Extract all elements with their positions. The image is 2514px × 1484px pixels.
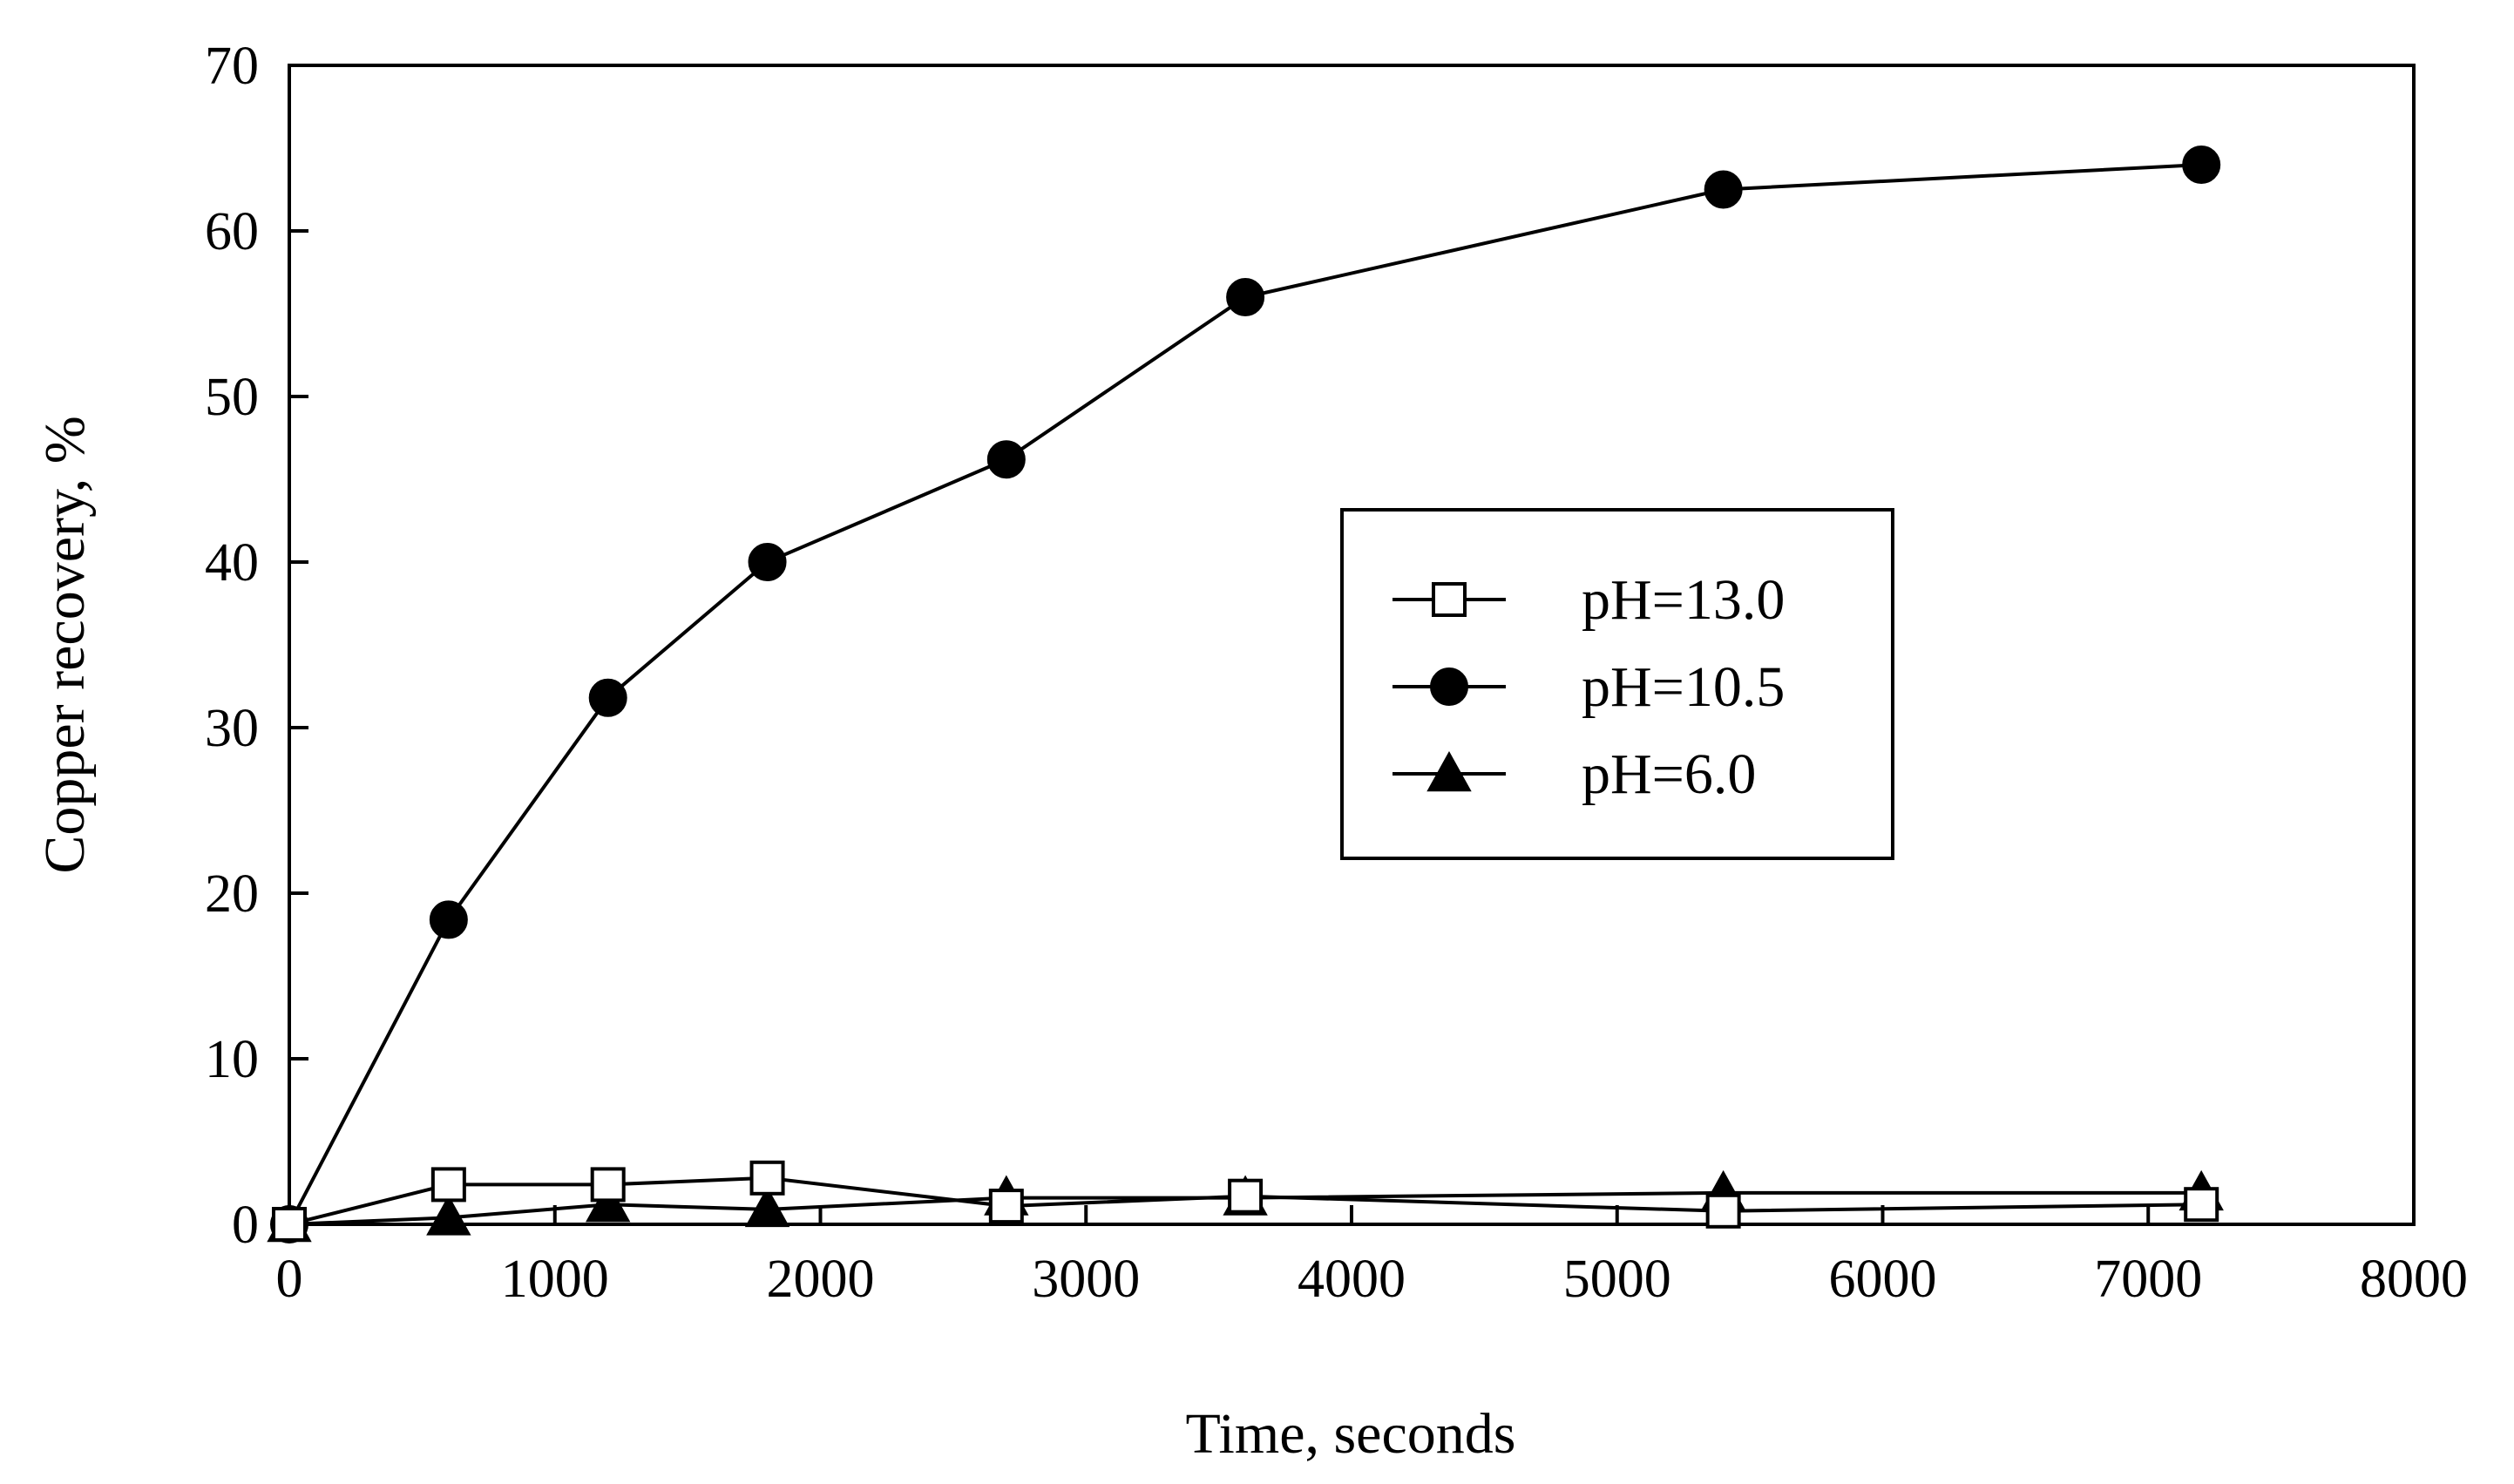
x-tick-label: 1000 xyxy=(501,1250,609,1309)
data-point-ph-13 xyxy=(430,1167,466,1203)
x-tick-label: 4000 xyxy=(1298,1250,1406,1309)
data-point-ph-10-5 xyxy=(1226,278,1265,316)
data-point-ph-13 xyxy=(590,1167,626,1203)
data-point-ph-13 xyxy=(988,1189,1024,1224)
x-tick-label: 8000 xyxy=(2360,1250,2468,1309)
data-point-ph-10-5 xyxy=(748,543,787,581)
x-tick-label: 7000 xyxy=(2094,1250,2202,1309)
data-point-ph-10-5 xyxy=(986,440,1026,479)
x-tick-label: 0 xyxy=(276,1250,303,1309)
y-tick-label: 0 xyxy=(232,1196,259,1255)
x-axis: 0 1000 2000 3000 4000 5000 6000 7000 8000 xyxy=(276,1205,2468,1309)
x-tick-label: 6000 xyxy=(1829,1250,1937,1309)
y-tick-label: 40 xyxy=(205,533,259,593)
x-tick-label: 5000 xyxy=(1563,1250,1671,1309)
y-tick-label: 70 xyxy=(205,37,259,96)
x-tick-label: 3000 xyxy=(1032,1250,1140,1309)
y-tick-label: 50 xyxy=(205,368,259,427)
data-point-ph-13 xyxy=(2184,1187,2219,1223)
data-point-ph-13 xyxy=(1228,1178,1264,1214)
data-point-ph-6 xyxy=(426,1195,471,1236)
legend-marker-ph-10-5 xyxy=(1430,667,1468,706)
y-tick-label: 10 xyxy=(205,1030,259,1089)
series-line-ph-13 xyxy=(288,1176,2202,1226)
data-point-ph-13 xyxy=(749,1160,785,1196)
data-point-ph-10-5 xyxy=(429,900,468,939)
data-point-ph-10-5 xyxy=(588,678,627,717)
series-line-ph-10-5 xyxy=(288,163,2202,1225)
legend: pH=13.0 pH=10.5 pH=6.0 xyxy=(1340,508,1894,860)
data-point-ph-10-5 xyxy=(1704,170,1743,209)
y-tick-label: 60 xyxy=(205,202,259,261)
data-point-ph-6 xyxy=(586,1182,631,1223)
series-markers xyxy=(267,146,2224,1243)
y-axis-title: Copper recovery, % xyxy=(33,416,97,873)
data-point-ph-13 xyxy=(1705,1193,1741,1229)
legend-label-ph-13: pH=13.0 xyxy=(1582,568,1785,632)
x-axis-title: Time, seconds xyxy=(1186,1402,1516,1466)
legend-marker-ph-6 xyxy=(1426,750,1472,792)
x-tick-label: 2000 xyxy=(767,1250,875,1309)
series-lines xyxy=(288,163,2202,1226)
y-tick-label: 20 xyxy=(205,864,259,924)
data-point-ph-6 xyxy=(744,1186,790,1228)
series-line-ph-6 xyxy=(288,1190,2202,1226)
legend-label-ph-10-5: pH=10.5 xyxy=(1582,655,1785,719)
legend-marker-ph-13 xyxy=(1432,582,1467,617)
data-point-ph-10-5 xyxy=(2182,146,2221,184)
data-point-ph-13 xyxy=(272,1207,307,1242)
y-tick-label: 30 xyxy=(205,699,259,758)
y-axis: 0 10 20 30 40 50 60 70 xyxy=(205,37,308,1255)
legend-label-ph-6: pH=6.0 xyxy=(1582,742,1756,806)
